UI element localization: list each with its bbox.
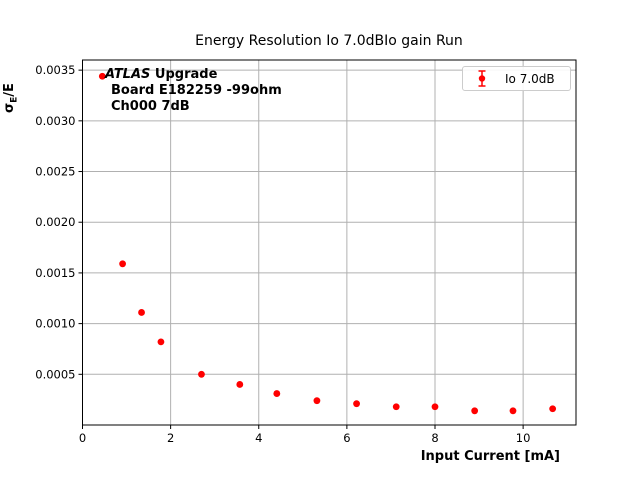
y-tick-label: 0.0010: [35, 317, 75, 331]
axes-frame: [82, 59, 577, 426]
y-axis-label-subscript: E: [9, 96, 20, 103]
data-point: [471, 407, 479, 415]
y-axis-label-sigma: σ: [2, 102, 17, 113]
legend-errorbar-icon: [478, 70, 486, 87]
x-tick-label: 6: [343, 431, 350, 445]
y-tick-label: 0.0035: [35, 63, 75, 77]
plot-annotation: ATLAS Upgrade Board E182259 -99ohm Ch000…: [105, 67, 282, 115]
legend-box: Io 7.0dB: [462, 66, 571, 91]
data-point: [313, 397, 321, 405]
x-axis-label: Input Current [mA]: [420, 449, 560, 464]
y-tick-label: 0.0020: [35, 215, 75, 229]
y-tick-label: 0.0025: [35, 165, 75, 179]
data-point: [119, 260, 126, 268]
x-tick-label: 2: [167, 431, 174, 445]
x-tick-label: 8: [431, 431, 438, 445]
data-point: [392, 403, 400, 411]
annotation-line-2: Board E182259 -99ohm: [111, 83, 282, 98]
legend-entry-label: Io 7.0dB: [505, 71, 555, 86]
data-point: [138, 309, 145, 316]
data-point: [549, 405, 557, 413]
x-tick-label: 10: [516, 431, 531, 445]
data-point: [236, 381, 244, 388]
x-tick-label: 4: [255, 431, 262, 445]
chart-title: Energy Resolution Io 7.0dBIo gain Run: [195, 33, 463, 49]
data-point: [273, 390, 281, 397]
annotation-upgrade-text: Upgrade: [150, 67, 218, 82]
y-axis-label: σE/E: [2, 51, 20, 113]
x-tick-label: 0: [79, 431, 86, 445]
data-point: [157, 338, 165, 346]
y-tick-label: 0.0015: [35, 266, 75, 280]
annotation-line-3: Ch000 7dB: [111, 99, 190, 114]
data-point: [431, 403, 439, 411]
annotation-atlas-text: ATLAS: [105, 67, 151, 82]
data-point: [353, 400, 360, 408]
y-tick-label: 0.0005: [35, 367, 75, 381]
annotation-line-1: ATLAS Upgrade: [105, 67, 282, 83]
y-axis-label-suffix: /E: [2, 83, 17, 97]
data-point: [509, 407, 517, 415]
y-tick-label: 0.0030: [35, 114, 75, 128]
data-point: [198, 370, 205, 378]
data-point: [98, 72, 106, 80]
